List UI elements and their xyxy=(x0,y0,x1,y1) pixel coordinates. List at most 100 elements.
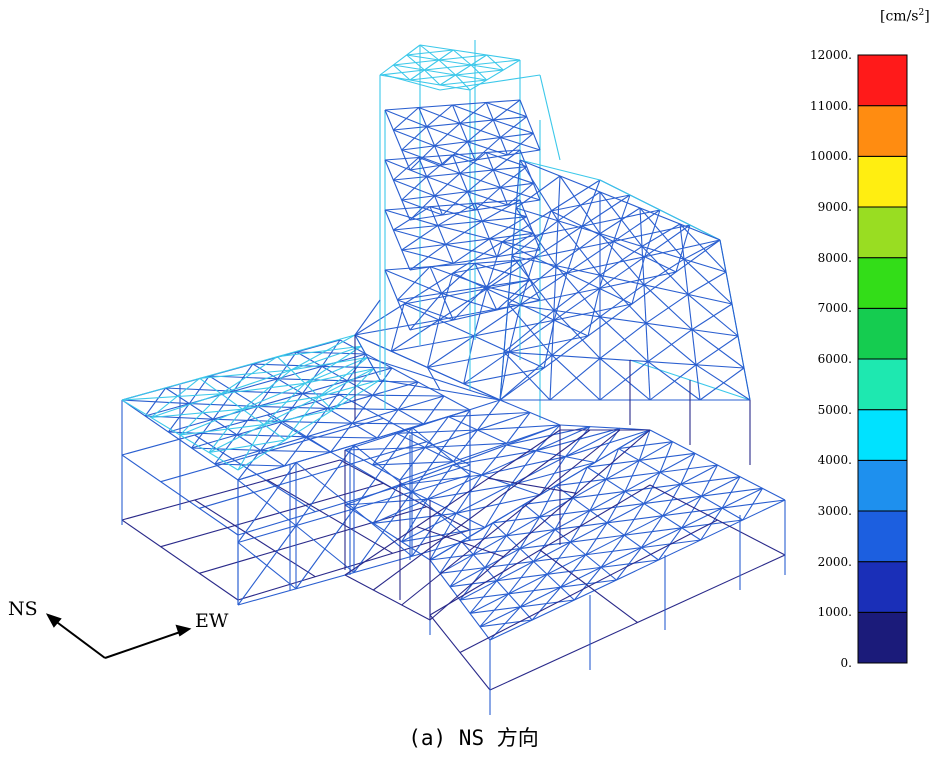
frame-member xyxy=(150,345,362,419)
frame-member xyxy=(384,109,411,171)
frame-member xyxy=(615,547,642,581)
frame-member xyxy=(555,478,607,487)
frame-member xyxy=(376,409,399,439)
frame-member xyxy=(401,526,486,543)
frame-member xyxy=(533,554,586,562)
frame-member xyxy=(643,472,661,504)
frame-member xyxy=(397,299,454,321)
frame-member xyxy=(427,484,511,500)
frame-member xyxy=(121,393,222,401)
frame-member xyxy=(489,238,541,251)
frame-member xyxy=(452,286,487,321)
frame-member xyxy=(439,541,462,574)
frame-member xyxy=(194,499,316,578)
frame-member xyxy=(399,447,426,481)
frame-member xyxy=(511,220,559,257)
frame-member xyxy=(555,233,601,267)
frame-member xyxy=(643,495,702,505)
frame-member xyxy=(570,534,625,543)
frame-member xyxy=(638,429,651,461)
frame-member xyxy=(624,460,640,492)
frame-member xyxy=(463,224,691,385)
colorbar-tick-label: 12000. xyxy=(810,48,852,62)
frame-member xyxy=(326,380,348,409)
frame-member xyxy=(550,194,631,212)
frame-member xyxy=(519,159,559,222)
frame-member xyxy=(687,271,727,295)
frame-member xyxy=(486,241,503,289)
frame-member xyxy=(469,580,498,614)
frame-member xyxy=(442,141,468,166)
frame-member xyxy=(599,179,721,241)
frame-member xyxy=(145,353,367,417)
frame-member xyxy=(477,399,501,431)
colorbar-tick-label: 10000. xyxy=(810,149,852,164)
frame-member xyxy=(434,172,461,197)
frame-member xyxy=(426,104,453,128)
frame-member xyxy=(384,259,521,271)
frame-member xyxy=(613,224,691,243)
frame-member xyxy=(573,567,602,601)
frame-member xyxy=(507,265,557,305)
frame-member xyxy=(150,408,243,419)
frame-member xyxy=(689,379,751,401)
frame-member xyxy=(469,606,521,614)
frame-member xyxy=(585,522,608,556)
frame-member xyxy=(221,382,306,395)
frame-member xyxy=(549,357,601,401)
frame-member xyxy=(373,429,591,591)
frame-member xyxy=(459,519,718,653)
colorbar-tick-label: 11000. xyxy=(810,98,852,113)
frame-member xyxy=(680,476,741,485)
frame-member xyxy=(290,334,356,371)
frame-member xyxy=(507,182,534,206)
figure-caption: (a) NS 方向 xyxy=(408,726,539,750)
frame-member xyxy=(179,393,222,436)
frame-member xyxy=(401,225,439,251)
frame-member xyxy=(429,429,651,621)
frame-member xyxy=(160,417,384,483)
colorbar-segment xyxy=(857,561,908,613)
frame-member xyxy=(372,367,393,396)
frame-member xyxy=(519,159,601,181)
frame-member xyxy=(277,345,362,358)
frame-member xyxy=(489,216,527,240)
frame-member xyxy=(546,541,571,575)
frame-member xyxy=(641,223,681,247)
frame-member xyxy=(515,207,557,266)
frame-member xyxy=(508,335,589,353)
colorbar-segment xyxy=(857,611,908,664)
frame-member xyxy=(237,450,262,481)
frame-member xyxy=(455,474,483,514)
frame-member xyxy=(469,476,741,614)
frame-member xyxy=(372,411,531,466)
frame-member xyxy=(624,483,681,492)
colorbar-segment xyxy=(857,358,908,411)
frame-member xyxy=(439,54,487,86)
frame-member xyxy=(237,424,265,471)
frame-member xyxy=(486,54,504,71)
frame-member xyxy=(531,586,562,621)
frame-member xyxy=(474,137,501,161)
frame-member xyxy=(237,379,381,471)
frame-member xyxy=(551,316,601,356)
frame-member xyxy=(353,491,413,573)
frame-member xyxy=(564,426,591,458)
frame-member xyxy=(607,515,663,524)
frame-member xyxy=(439,441,673,574)
frame-member xyxy=(645,322,697,366)
frame-member xyxy=(496,279,531,311)
frame-member xyxy=(599,207,641,235)
frame-member xyxy=(409,195,435,221)
colorbar-tick-label: 2000. xyxy=(817,554,852,569)
frame-member xyxy=(318,379,381,398)
ew-arrowhead xyxy=(175,624,192,637)
frame-member xyxy=(233,363,254,392)
frame-member xyxy=(194,434,316,513)
frame-member xyxy=(459,593,509,601)
frame-member xyxy=(397,266,431,301)
frame-member xyxy=(547,566,602,575)
frame-member xyxy=(691,303,733,331)
frame-member xyxy=(409,49,454,81)
frame-member xyxy=(459,464,718,601)
